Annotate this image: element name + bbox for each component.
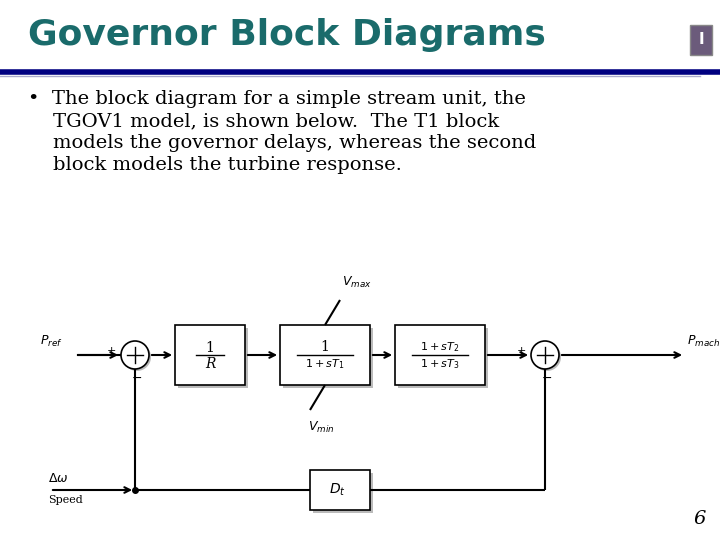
Circle shape (531, 341, 559, 369)
Bar (283, 328, 373, 388)
Circle shape (533, 343, 561, 371)
Text: $1+sT_3$: $1+sT_3$ (420, 357, 460, 371)
Bar (313, 473, 373, 513)
Text: Governor Block Diagrams: Governor Block Diagrams (28, 18, 546, 52)
Text: block models the turbine response.: block models the turbine response. (28, 156, 402, 174)
Bar (280, 325, 370, 385)
Text: +: + (107, 346, 116, 356)
Text: 1: 1 (320, 340, 330, 354)
Text: R: R (204, 357, 215, 371)
Bar (395, 325, 485, 385)
Text: −: − (132, 372, 143, 385)
Text: $\Delta\omega$: $\Delta\omega$ (48, 472, 68, 485)
Text: $V_{max}$: $V_{max}$ (342, 275, 372, 290)
Text: −: − (541, 372, 552, 385)
Text: I: I (698, 32, 704, 48)
Text: models the governor delays, whereas the second: models the governor delays, whereas the … (28, 134, 536, 152)
Text: 6: 6 (694, 510, 706, 528)
FancyBboxPatch shape (690, 25, 712, 55)
Text: $V_{min}$: $V_{min}$ (308, 420, 335, 435)
Circle shape (121, 341, 149, 369)
Text: •  The block diagram for a simple stream unit, the: • The block diagram for a simple stream … (28, 90, 526, 108)
Text: $1+sT_2$: $1+sT_2$ (420, 340, 460, 354)
Text: TGOV1 model, is shown below.  The T1 block: TGOV1 model, is shown below. The T1 bloc… (28, 112, 499, 130)
Text: $P_{mach}$: $P_{mach}$ (687, 334, 720, 349)
Bar (398, 328, 488, 388)
Bar (178, 328, 248, 388)
Text: $1+sT_1$: $1+sT_1$ (305, 357, 345, 371)
Text: $P_{ref}$: $P_{ref}$ (40, 334, 63, 349)
Circle shape (123, 343, 151, 371)
Bar (175, 325, 245, 385)
Text: 1: 1 (206, 341, 215, 355)
Text: $D_t$: $D_t$ (328, 482, 346, 498)
Text: +: + (517, 346, 526, 356)
Text: Speed: Speed (48, 495, 83, 505)
Bar (310, 470, 370, 510)
